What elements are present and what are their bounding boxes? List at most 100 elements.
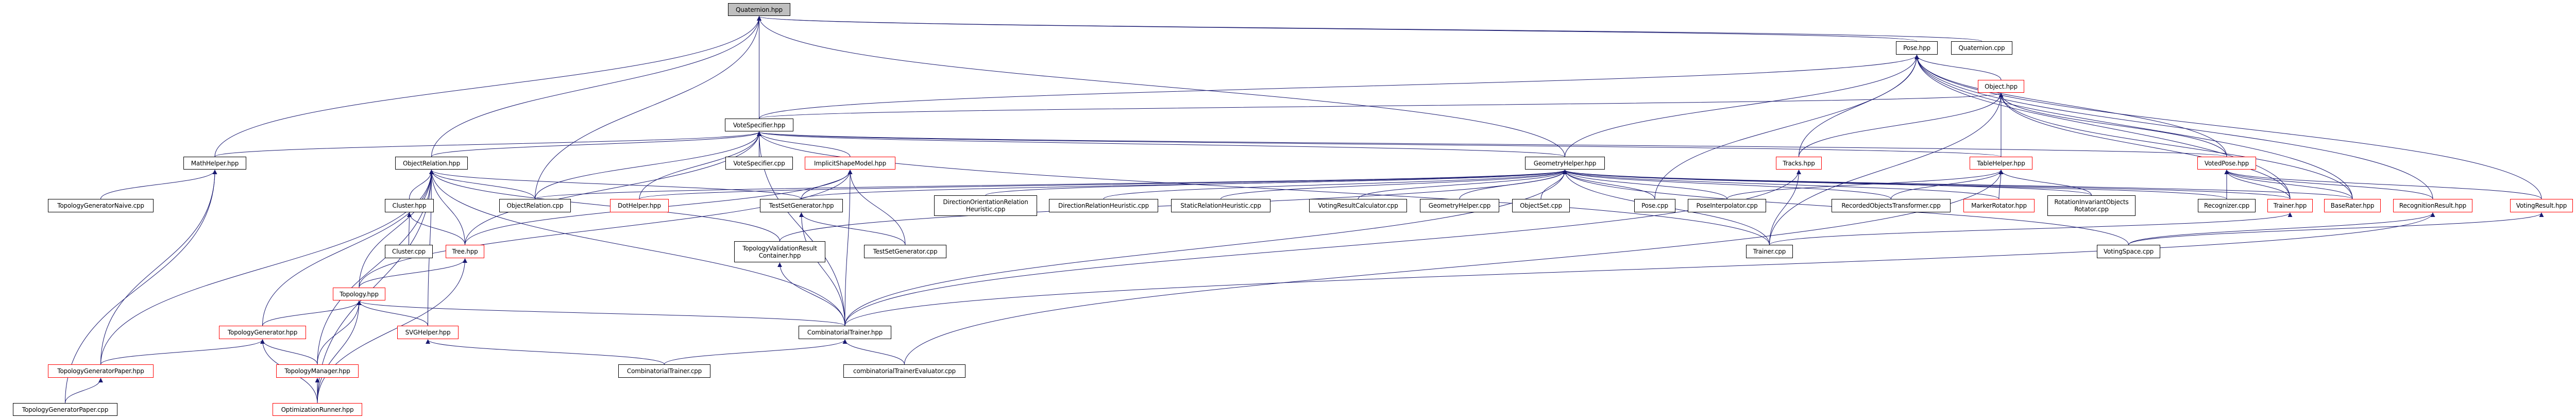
dependency-edge bbox=[1998, 170, 2004, 199]
graph-node[interactable]: VotingResultCalculator.cpp bbox=[1309, 199, 1407, 212]
dependency-edge bbox=[842, 339, 905, 365]
dependency-edge bbox=[1914, 55, 2542, 199]
dependency-edge bbox=[759, 55, 1919, 119]
graph-node[interactable]: Pose.hpp bbox=[1896, 41, 1938, 55]
graph-node[interactable]: Recognizer.cpp bbox=[2198, 199, 2256, 212]
dependency-edge bbox=[1769, 93, 2004, 245]
graph-node[interactable]: MathHelper.hpp bbox=[183, 157, 246, 170]
dependency-edge bbox=[801, 170, 1567, 199]
graph-node[interactable]: Tree.hpp bbox=[446, 245, 484, 258]
graph-node[interactable]: Object.hpp bbox=[1978, 80, 2024, 93]
dependency-edge bbox=[844, 170, 853, 326]
dependency-edge bbox=[429, 170, 845, 326]
graph-node[interactable]: ObjectSet.cpp bbox=[1512, 199, 1570, 212]
graph-node[interactable]: CombinatorialTrainer.hpp bbox=[799, 326, 891, 339]
dependency-edge bbox=[429, 170, 802, 199]
dependency-edge bbox=[2128, 212, 2544, 245]
dependency-edge bbox=[848, 170, 906, 245]
dependency-edge bbox=[317, 300, 362, 365]
dependency-edge bbox=[1563, 170, 2227, 199]
dependency-edge bbox=[359, 170, 434, 288]
dependency-edge bbox=[844, 170, 1801, 326]
graph-node[interactable]: Cluster.hpp bbox=[385, 199, 434, 212]
graph-node[interactable]: TopologyGeneratorPaper.hpp bbox=[48, 364, 154, 378]
graph-node[interactable]: Pose.cpp bbox=[1634, 199, 1675, 212]
dependency-edge bbox=[65, 170, 217, 404]
graph-node[interactable]: TopologyManager.hpp bbox=[276, 364, 359, 378]
dependency-edge bbox=[777, 262, 845, 326]
graph-node[interactable]: StaticRelationHeuristic.cpp bbox=[1171, 199, 1270, 212]
dependency-edge bbox=[429, 170, 780, 242]
dependency-edge bbox=[757, 16, 1565, 157]
dependency-edge bbox=[1914, 55, 2002, 80]
graph-node[interactable]: GeometryHelper.cpp bbox=[1420, 199, 1499, 212]
graph-node[interactable]: VoteSpecifier.cpp bbox=[725, 157, 793, 170]
graph-node[interactable]: MarkerRotator.hpp bbox=[1963, 199, 2035, 212]
graph-node[interactable]: TestSetGenerator.cpp bbox=[864, 245, 946, 258]
dependency-edge bbox=[1914, 55, 2353, 199]
dependency-edge bbox=[1914, 55, 2227, 157]
graph-node[interactable]: TopologyValidationResult Container.hpp bbox=[734, 241, 825, 262]
graph-node[interactable]: VotingSpace.cpp bbox=[2097, 245, 2160, 258]
graph-node[interactable]: RecordedObjectsTransformer.cpp bbox=[1832, 199, 1951, 212]
graph-node[interactable]: Trainer.hpp bbox=[2267, 199, 2313, 212]
graph-node[interactable]: ObjectRelation.cpp bbox=[499, 199, 571, 212]
dependency-edge bbox=[1769, 170, 1801, 245]
graph-node[interactable]: TableHelper.hpp bbox=[1970, 157, 2032, 170]
graph-node[interactable]: TopologyGeneratorPaper.cpp bbox=[13, 403, 117, 416]
graph-node[interactable]: SVGHelper.hpp bbox=[397, 326, 459, 339]
dependency-edge bbox=[1563, 170, 1999, 199]
dependency-edge bbox=[262, 300, 362, 326]
graph-node[interactable]: DirectionOrientationRelation Heuristic.c… bbox=[934, 195, 1037, 216]
dependency-edge bbox=[2128, 212, 2435, 245]
dependency-edge bbox=[1914, 55, 2433, 199]
dependency-edge bbox=[799, 212, 845, 326]
graph-node[interactable]: RecognitionResult.hpp bbox=[2393, 199, 2472, 212]
graph-node[interactable]: PoseInterpolator.cpp bbox=[1688, 199, 1766, 212]
dependency-edge bbox=[1769, 212, 2293, 245]
graph-node[interactable]: ImplicitShapeModel.hpp bbox=[805, 157, 895, 170]
graph-node[interactable]: TestSetGenerator.hpp bbox=[760, 199, 843, 212]
graph-node[interactable]: TopologyGeneratorNaive.cpp bbox=[48, 199, 154, 212]
dependency-edge bbox=[664, 339, 848, 365]
graph-node[interactable]: BaseRater.hpp bbox=[2324, 199, 2381, 212]
dependency-edge bbox=[757, 16, 1982, 42]
dependency-edge bbox=[801, 170, 853, 199]
graph-node[interactable]: DirectionRelationHeuristic.cpp bbox=[1049, 199, 1158, 212]
graph-node[interactable]: Quaternion.hpp bbox=[728, 3, 790, 16]
dependency-edge bbox=[757, 131, 1565, 157]
graph-node[interactable]: Trainer.cpp bbox=[1746, 245, 1793, 258]
dependency-edge bbox=[759, 93, 2003, 119]
dependency-edge bbox=[1565, 55, 1919, 157]
dependency-edge bbox=[757, 131, 2002, 157]
graph-node[interactable]: combinatorialTrainerEvaluator.cpp bbox=[843, 364, 965, 378]
graph-node[interactable]: Cluster.cpp bbox=[385, 245, 433, 258]
graph-node[interactable]: Tracks.hpp bbox=[1776, 157, 1822, 170]
dependency-edge bbox=[1563, 170, 2353, 199]
dependency-edge bbox=[639, 170, 1567, 199]
dependency-edge bbox=[1914, 55, 2291, 199]
graph-node[interactable]: DotHelper.hpp bbox=[610, 199, 669, 212]
dependency-edge bbox=[317, 300, 362, 404]
graph-node[interactable]: VoteSpecifier.hpp bbox=[725, 119, 793, 131]
graph-node[interactable]: RotationInvariantObjects Rotator.cpp bbox=[2047, 195, 2136, 216]
dependency-edge bbox=[1563, 170, 2291, 199]
dependency-edge bbox=[535, 131, 761, 199]
dependency-edge bbox=[639, 131, 761, 199]
dependency-edge bbox=[2224, 170, 2291, 199]
graph-node[interactable]: Quaternion.cpp bbox=[1951, 41, 2012, 55]
graph-node[interactable]: VotingResult.hpp bbox=[2510, 199, 2573, 212]
dependency-edge bbox=[1799, 93, 2004, 157]
graph-node[interactable]: ObjectRelation.hpp bbox=[395, 157, 468, 170]
dependency-edge bbox=[1563, 170, 1655, 199]
graph-node[interactable]: GeometryHelper.hpp bbox=[1525, 157, 1605, 170]
graph-node[interactable]: OptimizationRunner.hpp bbox=[273, 403, 362, 416]
graph-node[interactable]: Topology.hpp bbox=[333, 288, 385, 300]
graph-node[interactable]: CombinatorialTrainer.cpp bbox=[618, 364, 710, 378]
graph-node[interactable]: VotedPose.hpp bbox=[2197, 157, 2256, 170]
dependency-edge bbox=[260, 339, 318, 365]
graph-node[interactable]: TopologyGenerator.hpp bbox=[219, 326, 306, 339]
dependency-edge bbox=[757, 131, 851, 157]
dependency-edge bbox=[426, 339, 665, 365]
